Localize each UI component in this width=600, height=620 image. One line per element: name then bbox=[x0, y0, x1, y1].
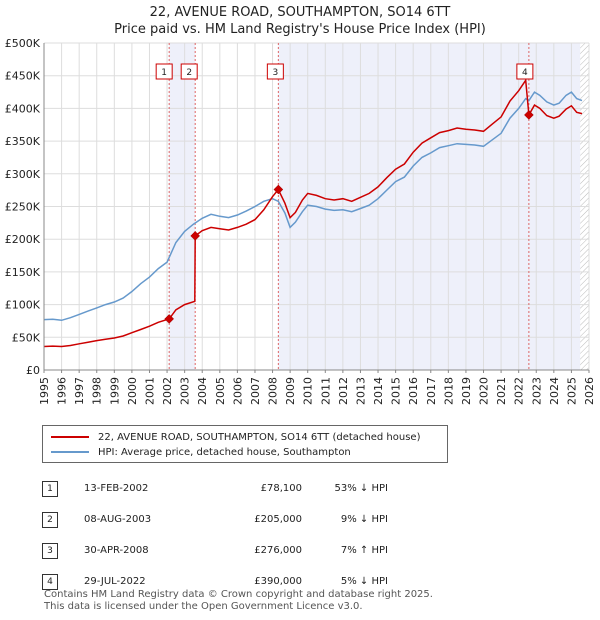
sale-label-box bbox=[180, 63, 198, 80]
x-tick-label: 1999 bbox=[108, 377, 121, 405]
sale-num-cell: 2 bbox=[42, 504, 84, 535]
y-tick-label: £250K bbox=[5, 201, 41, 214]
sale-label-box bbox=[266, 63, 284, 80]
y-tick-label: £0 bbox=[26, 364, 40, 377]
sale-label-number: 1 bbox=[161, 68, 167, 78]
x-tick-label: 2000 bbox=[126, 377, 139, 405]
sale-point bbox=[524, 110, 534, 120]
chart-legend: 22, AVENUE ROAD, SOUTHAMPTON, SO14 6TT (… bbox=[42, 425, 448, 463]
y-tick-label: £450K bbox=[5, 70, 41, 83]
sale-date: 30-APR-2008 bbox=[84, 545, 149, 556]
x-tick-label: 2015 bbox=[390, 377, 403, 405]
chart-title-line1: 22, AVENUE ROAD, SOUTHAMPTON, SO14 6TT bbox=[149, 5, 451, 20]
x-tick-label: 2017 bbox=[425, 377, 438, 405]
sale-label-box bbox=[516, 63, 534, 80]
sale-num-badge: 2 bbox=[42, 511, 58, 528]
y-tick-label: £150K bbox=[5, 266, 41, 279]
sale-num-badge: 4 bbox=[42, 573, 58, 590]
x-tick-label: 2001 bbox=[143, 377, 156, 405]
sale-price: £276,000 bbox=[254, 545, 302, 556]
legend-label-hpi: HPI: Average price, detached house, Sout… bbox=[98, 446, 351, 458]
y-tick-label: £300K bbox=[5, 168, 41, 181]
x-tick-label: 1996 bbox=[56, 377, 69, 405]
sale-point bbox=[190, 231, 201, 241]
footer-note: Contains HM Land Registry data © Crown c… bbox=[44, 589, 433, 613]
legend-swatch-hpi bbox=[51, 451, 89, 453]
chart-title-line2: Price paid vs. HM Land Registry's House … bbox=[114, 22, 486, 37]
sale-num-cell: 1 bbox=[42, 473, 84, 504]
sale-hpi-diff: 9% ↓ HPI bbox=[340, 514, 388, 525]
sale-point bbox=[273, 184, 284, 195]
x-tick-label: 2007 bbox=[249, 377, 262, 405]
legend-label-property: 22, AVENUE ROAD, SOUTHAMPTON, SO14 6TT (… bbox=[98, 431, 421, 443]
x-tick-label: 2023 bbox=[530, 377, 543, 405]
x-tick-label: 2010 bbox=[302, 377, 315, 405]
x-tick-label: 2016 bbox=[407, 377, 420, 405]
sale-hpi-diff: 53% ↓ HPI bbox=[334, 483, 388, 494]
sale-label-number: 4 bbox=[522, 68, 528, 78]
sale-hpi-diff: 5% ↓ HPI bbox=[340, 576, 388, 587]
y-tick-label: £500K bbox=[5, 37, 41, 50]
sale-point bbox=[164, 314, 175, 324]
sale-date: 29-JUL-2022 bbox=[84, 576, 146, 587]
x-tick-label: 2025 bbox=[565, 377, 578, 405]
x-tick-label: 1995 bbox=[38, 377, 51, 405]
x-tick-label: 2024 bbox=[548, 377, 561, 405]
table-row: 4 29-JUL-2022 £390,000 5% ↓ HPI bbox=[42, 566, 388, 597]
table-row: 1 13-FEB-2002 £78,100 53% ↓ HPI bbox=[42, 473, 388, 504]
sale-label-box bbox=[155, 63, 173, 80]
sales-table: 1 13-FEB-2002 £78,100 53% ↓ HPI 2 08-AUG… bbox=[42, 473, 388, 597]
sale-date: 08-AUG-2003 bbox=[84, 514, 152, 525]
x-tick-label: 2006 bbox=[231, 377, 244, 405]
x-tick-label: 2021 bbox=[495, 377, 508, 405]
footer-line1: Contains HM Land Registry data © Crown c… bbox=[44, 589, 433, 600]
x-tick-label: 2004 bbox=[196, 377, 209, 405]
x-tick-label: 2019 bbox=[460, 377, 473, 405]
price-chart: 1 2 3 4 £0 £50K £100K £150K £200K £250K £300K £350K… bbox=[5, 37, 596, 405]
legend-item-hpi: HPI: Average price, detached house, Sout… bbox=[51, 445, 351, 459]
sale-price: £205,000 bbox=[254, 514, 302, 525]
x-tick-label: 2005 bbox=[214, 377, 227, 405]
y-tick-label: £200K bbox=[5, 233, 41, 246]
sale-num-badge: 3 bbox=[42, 542, 58, 559]
y-tick-label: £100K bbox=[5, 299, 41, 312]
x-tick-label: 2020 bbox=[478, 377, 491, 405]
sale-hpi-diff: 7% ↑ HPI bbox=[340, 545, 388, 556]
x-tick-label: 1998 bbox=[91, 377, 104, 405]
sale-price: £78,100 bbox=[260, 483, 302, 494]
sale-num-cell: 3 bbox=[42, 535, 84, 566]
sale-num-cell: 4 bbox=[42, 566, 84, 597]
x-tick-label: 2013 bbox=[354, 377, 367, 405]
x-tick-label: 2008 bbox=[267, 377, 280, 405]
sale-label-number: 3 bbox=[272, 68, 278, 78]
legend-swatch-property bbox=[51, 436, 89, 438]
legend-item-property: 22, AVENUE ROAD, SOUTHAMPTON, SO14 6TT (… bbox=[51, 430, 421, 444]
x-tick-label: 2022 bbox=[513, 377, 526, 405]
x-tick-label: 2002 bbox=[161, 377, 174, 405]
sale-num-badge: 1 bbox=[42, 480, 58, 497]
x-tick-label: 2014 bbox=[372, 377, 385, 405]
sale-date: 13-FEB-2002 bbox=[84, 483, 149, 494]
footer-line2: This data is licensed under the Open Gov… bbox=[44, 601, 363, 612]
x-tick-label: 2011 bbox=[319, 377, 332, 405]
table-row: 2 08-AUG-2003 £205,000 9% ↓ HPI bbox=[42, 504, 388, 535]
y-tick-label: £50K bbox=[12, 331, 41, 344]
y-tick-label: £400K bbox=[5, 102, 41, 115]
x-tick-label: 2018 bbox=[442, 377, 455, 405]
x-tick-label: 2009 bbox=[284, 377, 297, 405]
x-tick-label: 1997 bbox=[73, 377, 86, 405]
property-series-line bbox=[43, 78, 583, 348]
table-row: 3 30-APR-2008 £276,000 7% ↑ HPI bbox=[42, 535, 388, 566]
sale-price: £390,000 bbox=[254, 576, 302, 587]
x-tick-label: 2012 bbox=[337, 377, 350, 405]
chart-title: 22, AVENUE ROAD, SOUTHAMPTON, SO14 6TT P… bbox=[0, 4, 600, 38]
x-tick-label: 2003 bbox=[179, 377, 192, 405]
x-tick-label: 2026 bbox=[583, 377, 596, 405]
sale-label-number: 2 bbox=[186, 68, 192, 78]
hpi-series-line bbox=[43, 91, 583, 322]
y-tick-label: £350K bbox=[5, 135, 41, 148]
